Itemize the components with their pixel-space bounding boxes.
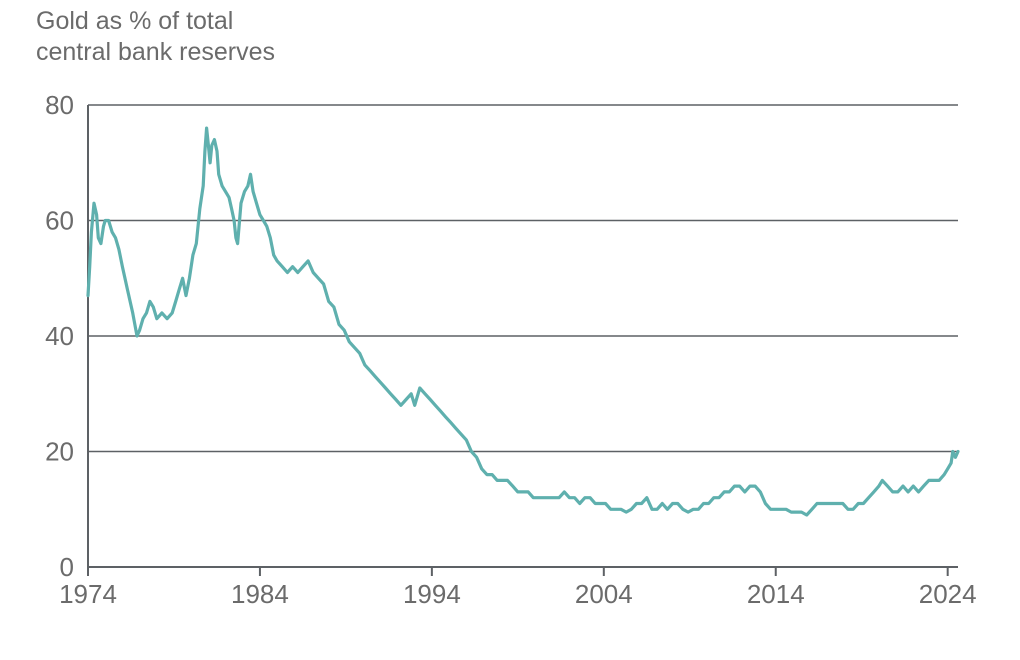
series-line-0 (86, 126, 960, 517)
x-tick-label: 1994 (403, 579, 461, 609)
chart-title-line-1: Gold as % of total (36, 7, 234, 35)
axis-layer (87, 105, 958, 576)
grid-layer (88, 104, 958, 453)
x-tick-label: 2004 (575, 579, 633, 609)
tick-label-layer: 0 20 40 60 80 1974 1984 1994 2004 2014 2024 (45, 90, 977, 609)
y-tick-label: 80 (45, 90, 74, 120)
series-layer (86, 126, 960, 517)
y-tick-label: 40 (45, 321, 74, 351)
x-tick-label: 1974 (59, 579, 117, 609)
x-tick-label: 2014 (747, 579, 805, 609)
chart-title: Gold as % of total central bank reserves (36, 6, 275, 68)
x-tick-label: 2024 (919, 579, 977, 609)
chart-title-line-2: central bank reserves (36, 38, 276, 66)
y-tick-label: 0 (60, 552, 74, 582)
y-tick-label: 20 (45, 437, 74, 467)
x-tick-label: 1984 (231, 579, 289, 609)
y-tick-label: 60 (45, 206, 74, 236)
